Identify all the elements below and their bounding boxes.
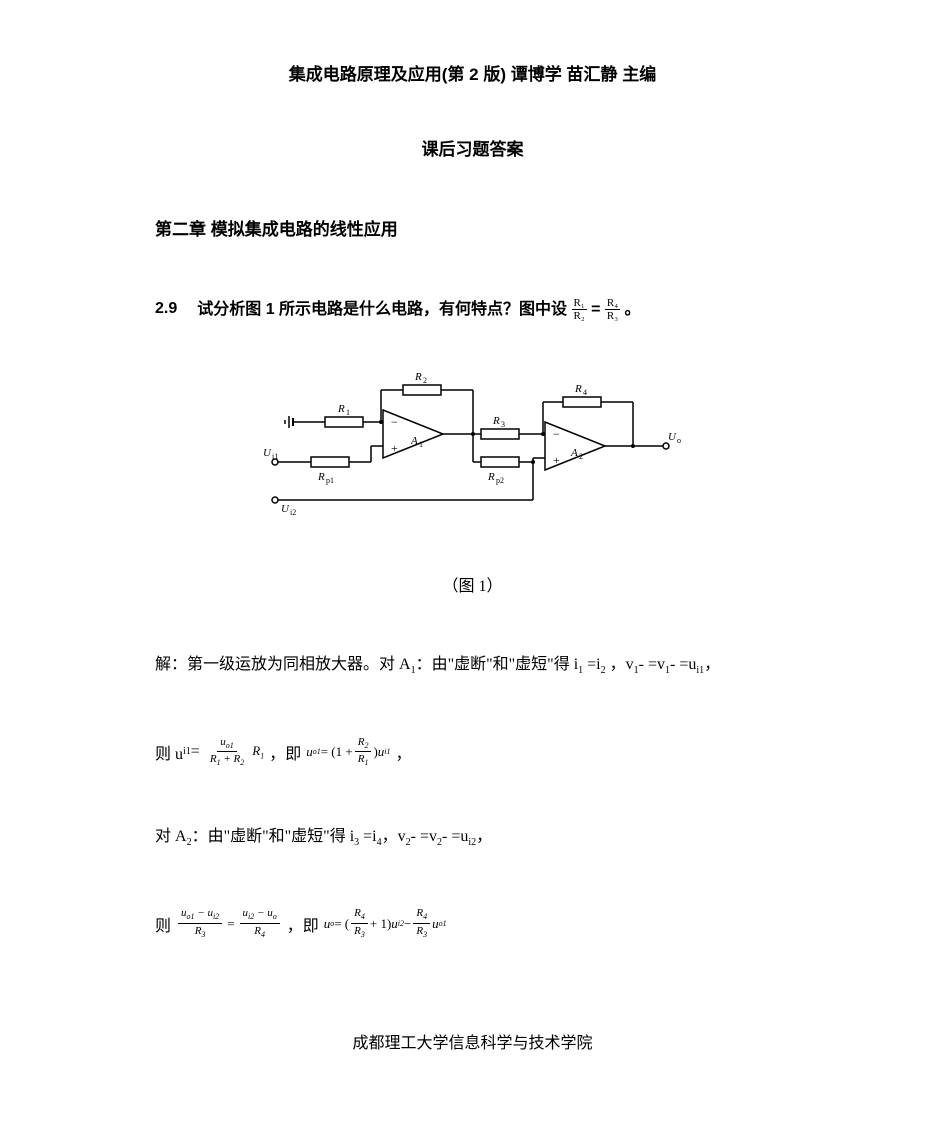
svg-text:1: 1 [346, 408, 350, 417]
text: - =v [411, 828, 437, 845]
svg-text:o: o [677, 436, 681, 445]
text: - =u [442, 828, 468, 845]
svg-text:−: − [553, 427, 560, 441]
equation-1: 则 ui1 = uo1 R1 + R2 R1 ，即 uo1 = (1 + R2 … [155, 736, 790, 769]
question-row: 2.9 试分析图 1 所示电路是什么电路，有何特点？图中设 R₁ R₂ = R₄… [155, 295, 790, 322]
fraction-numerator: R₁ [572, 297, 587, 310]
math-equation: uo = ( R4 R3 + 1)ui2 − R4 R3 uo1 [324, 907, 447, 940]
svg-text:R: R [337, 403, 345, 415]
circuit-diagram: R1 R2 − + A1 Ui1 Rp1 R3 R4 [155, 362, 790, 537]
ratio-fraction-1: R₁ R₂ [572, 297, 587, 322]
text: ， [704, 656, 720, 673]
text: ， [476, 828, 492, 845]
text: ：由"虚断"和"虚短"得 i [416, 656, 579, 673]
text: ，即 [269, 740, 301, 764]
svg-text:+: + [391, 441, 398, 455]
text: = [191, 743, 200, 761]
question-text-before: 试分析图 1 所示电路是什么电路，有何特点？图中设 [197, 301, 567, 318]
ratio-fraction-2: R₄ R₃ [605, 297, 620, 322]
text: ，即 [287, 912, 319, 936]
svg-text:4: 4 [583, 388, 587, 397]
text: 则 [155, 912, 171, 936]
svg-text:R: R [492, 415, 500, 427]
subscript: i1 [183, 746, 191, 757]
footer-text: 成都理工大学信息科学与技术学院 [0, 1029, 945, 1053]
svg-text:R: R [414, 371, 422, 383]
svg-text:U: U [263, 447, 272, 459]
svg-text:A: A [410, 435, 418, 447]
fraction-denominator: R₃ [605, 310, 620, 322]
svg-text:U: U [281, 503, 290, 515]
equation-2: 则 uo1 − ui2 R3 = ui2 − uo R4 ，即 uo = ( R… [155, 907, 790, 940]
circuit-svg: R1 R2 − + A1 Ui1 Rp1 R3 R4 [263, 362, 683, 532]
document-subtitle: 课后习题答案 [155, 135, 790, 160]
svg-text:+: + [553, 453, 560, 467]
svg-text:A: A [570, 447, 578, 459]
text: =i [359, 828, 376, 845]
figure-caption: （图 1） [155, 572, 790, 596]
svg-text:−: − [391, 415, 398, 429]
svg-text:3: 3 [501, 420, 505, 429]
svg-text:R: R [574, 383, 582, 395]
text: ，v [382, 828, 406, 845]
text: 对 A [155, 828, 187, 845]
svg-text:R: R [487, 471, 495, 483]
svg-text:2: 2 [423, 376, 427, 385]
question-text-after: 。 [625, 301, 641, 318]
fraction-numerator: R₄ [605, 297, 620, 310]
svg-text:2: 2 [579, 452, 583, 461]
math-equation: uo1 = (1 + R2 R1 )ui1 [306, 736, 390, 769]
question-number: 2.9 [155, 300, 177, 318]
question-text: 试分析图 1 所示电路是什么电路，有何特点？图中设 R₁ R₂ = R₄ R₃ … [197, 295, 640, 322]
svg-text:1: 1 [419, 440, 423, 449]
fraction-denominator: R₂ [572, 310, 587, 322]
text: 则 u [155, 740, 183, 764]
text: 解：第一级运放为同相放大器。对 A [155, 656, 411, 673]
math-fraction: uo1 R1 + R2 R1 [205, 736, 264, 769]
subscript: i2 [468, 837, 476, 848]
math-fraction: uo1 − ui2 R3 = ui2 − uo R4 [176, 907, 282, 940]
text: - =v [639, 656, 665, 673]
solution-line-1: 解：第一级运放为同相放大器。对 A1：由"虚断"和"虚短"得 i1 =i2 ，v… [155, 651, 790, 680]
text: =i [583, 656, 600, 673]
text: ，v [606, 656, 634, 673]
equals-sign: = [591, 301, 600, 318]
text: - =u [670, 656, 696, 673]
svg-text:U: U [668, 431, 677, 443]
chapter-title: 第二章 模拟集成电路的线性应用 [155, 215, 790, 240]
document-title: 集成电路原理及应用(第 2 版) 谭博学 苗汇静 主编 [155, 60, 790, 85]
svg-text:p1: p1 [326, 476, 334, 485]
subscript: i1 [696, 666, 704, 677]
svg-text:p2: p2 [496, 476, 504, 485]
text: ， [396, 740, 412, 764]
solution-line-2: 对 A2：由"虚断"和"虚短"得 i3 =i4，v2- =v2- =ui2， [155, 823, 790, 852]
svg-text:i1: i1 [272, 452, 278, 461]
svg-text:i2: i2 [290, 508, 296, 517]
text: ：由"虚断"和"虚短"得 i [192, 828, 355, 845]
svg-text:R: R [317, 471, 325, 483]
